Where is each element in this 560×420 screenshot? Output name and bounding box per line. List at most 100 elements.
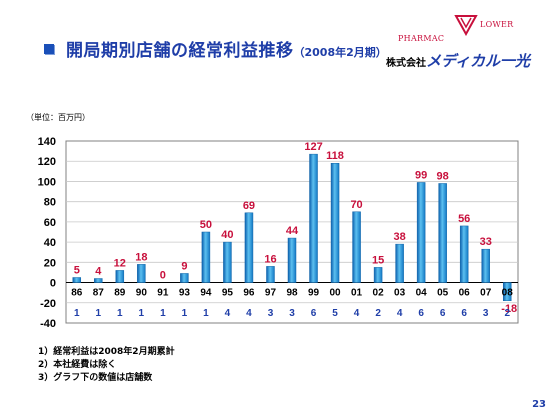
bar [373,267,383,283]
footnotes: 1）経常利益は2008年2月期累計 2）本社経費は除く 3）グラフ下の数値は店舗… [38,346,175,385]
data-label: 9 [181,260,187,272]
company-brand: メディカル一光 [426,52,530,70]
x-tick-label: 01 [351,288,363,299]
footnote-2: 2）本社経費は除く [38,360,117,370]
x-tick-label: 02 [373,288,385,299]
bar [481,248,490,283]
store-count-label: 2 [375,308,381,319]
store-count-label: 3 [483,308,489,319]
logo-flower-icon [454,15,478,36]
x-tick-label: 87 [93,288,105,299]
bar [137,264,146,283]
data-label: 4 [95,266,102,278]
bar [352,211,361,283]
y-tick-label: 80 [44,197,56,209]
bar [309,153,318,283]
bar [330,162,340,283]
store-count-label: 2 [504,308,510,319]
bar [438,183,447,283]
x-tick-label: 94 [200,288,212,299]
page-number: 23 [532,399,546,410]
store-count-label: 1 [182,308,188,319]
data-label: 98 [437,170,449,182]
y-tick-label: 0 [50,278,56,290]
bar [502,282,512,302]
store-count-label: 6 [461,308,467,319]
x-tick-label: 00 [329,288,341,299]
store-count-label: 5 [332,308,338,319]
store-count-label: 6 [311,308,317,319]
y-tick-label: 100 [38,176,56,188]
bar [180,273,189,283]
store-count-label: 1 [203,308,209,319]
x-tick-label: 95 [222,288,234,299]
x-tick-label: 03 [394,288,406,299]
data-label: 33 [480,236,492,248]
y-tick-label: 40 [44,237,56,249]
title-bullet [44,44,54,54]
logo-text-lower: LOWER [480,20,514,29]
data-label: 56 [458,213,470,225]
store-count-label: 1 [160,308,166,319]
y-tick-label: -40 [40,318,56,330]
data-label: 40 [221,229,233,241]
data-label: 18 [135,251,147,263]
x-tick-label: 86 [71,288,83,299]
data-label: 16 [264,253,276,265]
x-tick-label: 04 [416,288,428,299]
data-label: 127 [304,141,322,153]
store-count-label: 6 [440,308,446,319]
title-suffix: （2008年2月期） [293,46,387,59]
y-tick-label: 120 [38,156,56,168]
store-count-label: 3 [268,308,274,319]
x-tick-label: 05 [437,288,449,299]
store-count-label: 6 [418,308,424,319]
bar [94,278,103,283]
bar [416,182,426,283]
x-tick-label: 96 [243,288,255,299]
data-label: 38 [393,231,405,243]
x-tick-label: 89 [114,288,126,299]
data-label: 70 [350,199,362,211]
data-label: -18 [501,303,517,315]
logo-text-pharmac: PHARMAC [398,34,445,43]
store-count-label: 4 [354,308,360,319]
data-label: 50 [200,219,212,231]
footnote-3: 3）グラフ下の数値は店舗数 [38,373,153,383]
x-tick-label: 08 [502,288,514,299]
bar [287,237,297,283]
store-count-label: 3 [289,308,295,319]
data-label: 15 [372,254,384,266]
x-tick-label: 91 [157,288,169,299]
data-label: 118 [326,150,344,162]
x-tick-label: 07 [480,288,492,299]
x-tick-label: 98 [286,288,298,299]
x-tick-label: 99 [308,288,320,299]
x-tick-label: 90 [136,288,148,299]
y-tick-label: 60 [44,217,56,229]
store-count-label: 1 [96,308,102,319]
company-prefix: 株式会社 [386,58,426,69]
bar [266,266,275,283]
x-tick-label: 06 [459,288,471,299]
company-logo: LOWER PHARMAC [380,4,556,74]
store-count-label: 4 [225,308,231,319]
store-count-label: 1 [139,308,145,319]
bar [72,277,82,283]
x-tick-label: 97 [265,288,277,299]
y-tick-label: 140 [38,136,56,148]
x-tick-label: 93 [179,288,191,299]
store-count-label: 4 [397,308,403,319]
unit-label: （単位：百万円） [26,113,90,122]
title-main: 開局期別店舗の経常利益推移 [66,41,294,61]
data-label: 69 [243,200,255,212]
bar [223,241,232,283]
data-label: 44 [286,225,299,237]
slide-title: 開局期別店舗の経常利益推移（2008年2月期） [66,36,387,61]
data-label: 5 [74,265,80,277]
data-label: 12 [114,257,126,269]
store-count-label: 1 [74,308,80,319]
bar [459,225,469,283]
y-tick-label: -20 [40,298,56,310]
